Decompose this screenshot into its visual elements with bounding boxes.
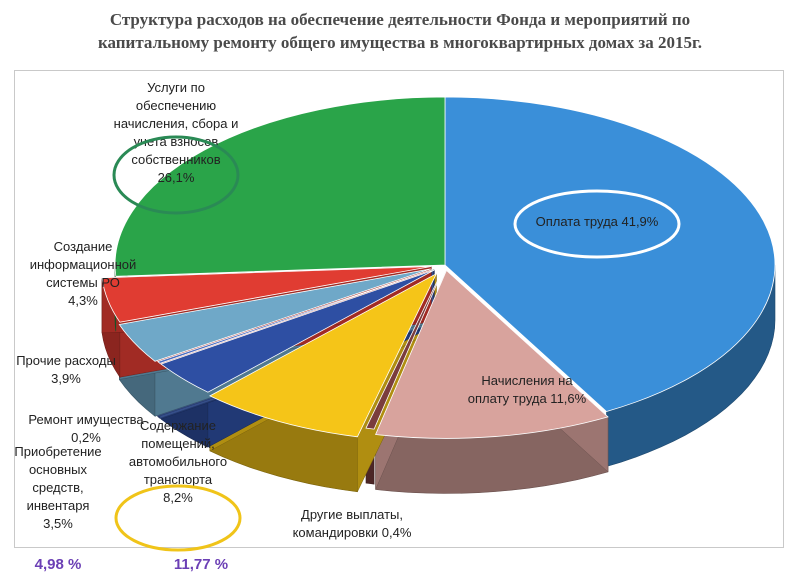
slice-label-4: Приобретение основных средств, инвентаря 3,5… [14,444,101,531]
slice-label-6-line-1: 3,9% [51,371,81,386]
pie-slice-6 [118,268,431,362]
pie-slice-5 [156,268,434,364]
slice-label-7-line-2: системы РО [46,275,120,290]
pie-tops [101,96,776,439]
slice-label-5: Ремонт имущества 0,2% [28,412,144,445]
annotation-note-0: 4,98 % [35,556,82,573]
slice-label-7-line-0: Создание [54,239,113,254]
pie-slice-1 [375,269,609,439]
chart-frame [14,70,784,548]
slice-label-5-line-1: 0,2% [71,430,101,445]
slice-label-1-line-1: оплату труда 11,6% [468,391,587,406]
pie-slice-2 [365,264,446,430]
slice-label-3-line-3: транспорта [144,472,213,487]
slice-label-8-line-1: обеспечению [136,98,217,113]
pie-slice-0 [444,96,776,412]
annotation-note-1: 11,77 % [174,556,228,573]
pie-slice-4 [160,269,435,393]
slice-label-7-line-1: информационной [30,257,137,272]
chart-title: Структура расходов на обеспечение деятел… [20,8,780,54]
highlight-ellipse-2 [114,484,242,552]
slice-label-4-line-4: 3,5% [43,516,73,531]
chart-title-line-2: капитальному ремонту общего имущества в … [97,33,703,52]
highlight-ellipse-1 [112,135,240,215]
slice-label-4-line-2: средств, [32,480,83,495]
slice-label-3-line-0: Содержание [140,418,216,433]
slice-label-3: Содержание помещений, автомобильного трансп… [129,418,227,505]
slice-label-8-line-4: собственников [131,152,220,167]
slice-label-8-line-2: начисления, сбора и [114,116,239,131]
slice-label-2-line-0: Другие выплаты, [301,507,403,522]
slice-label-5-line-0: Ремонт имущества [28,412,144,427]
slice-label-2-line-1: командировки 0,4% [293,525,412,540]
slice-label-0: Оплата труда 41,9% [536,214,659,229]
slice-label-4-line-1: основных [29,462,88,477]
slice-label-3-line-2: автомобильного [129,454,227,469]
slice-label-7-line-3: 4,3% [68,293,98,308]
slice-label-1: Начисления на оплату труда 11,6% [468,373,587,406]
slice-label-1-line-0: Начисления на [481,373,573,388]
slice-label-8-line-5: 26,1% [158,170,195,185]
slice-label-6: Прочие расходы 3,9% [16,353,116,386]
slice-label-3-line-4: 8,2% [163,490,193,505]
slice-label-4-line-3: инвентаря [27,498,90,513]
slice-label-3-line-1: помещений, [141,436,215,451]
highlight-ellipse-0 [513,189,681,259]
slice-label-7: Создание информационной системы РО 4,3% [30,239,137,308]
pie-slice-3 [209,272,438,438]
pie-slice-7 [101,266,432,323]
slice-label-8-line-0: Услуги по [147,80,205,95]
slice-label-0-line-0: Оплата труда 41,9% [536,214,659,229]
slice-label-4-line-0: Приобретение [14,444,101,459]
slice-label-2: Другие выплаты, командировки 0,4% [293,507,412,540]
slice-labels: Оплата труда 41,9% Начисления на оплату тр… [14,80,658,540]
pie-slice-8 [114,96,446,277]
chart-title-line-1: Структура расходов на обеспечение деятел… [109,10,691,29]
highlight-marks [112,135,681,552]
slice-label-6-line-0: Прочие расходы [16,353,116,368]
